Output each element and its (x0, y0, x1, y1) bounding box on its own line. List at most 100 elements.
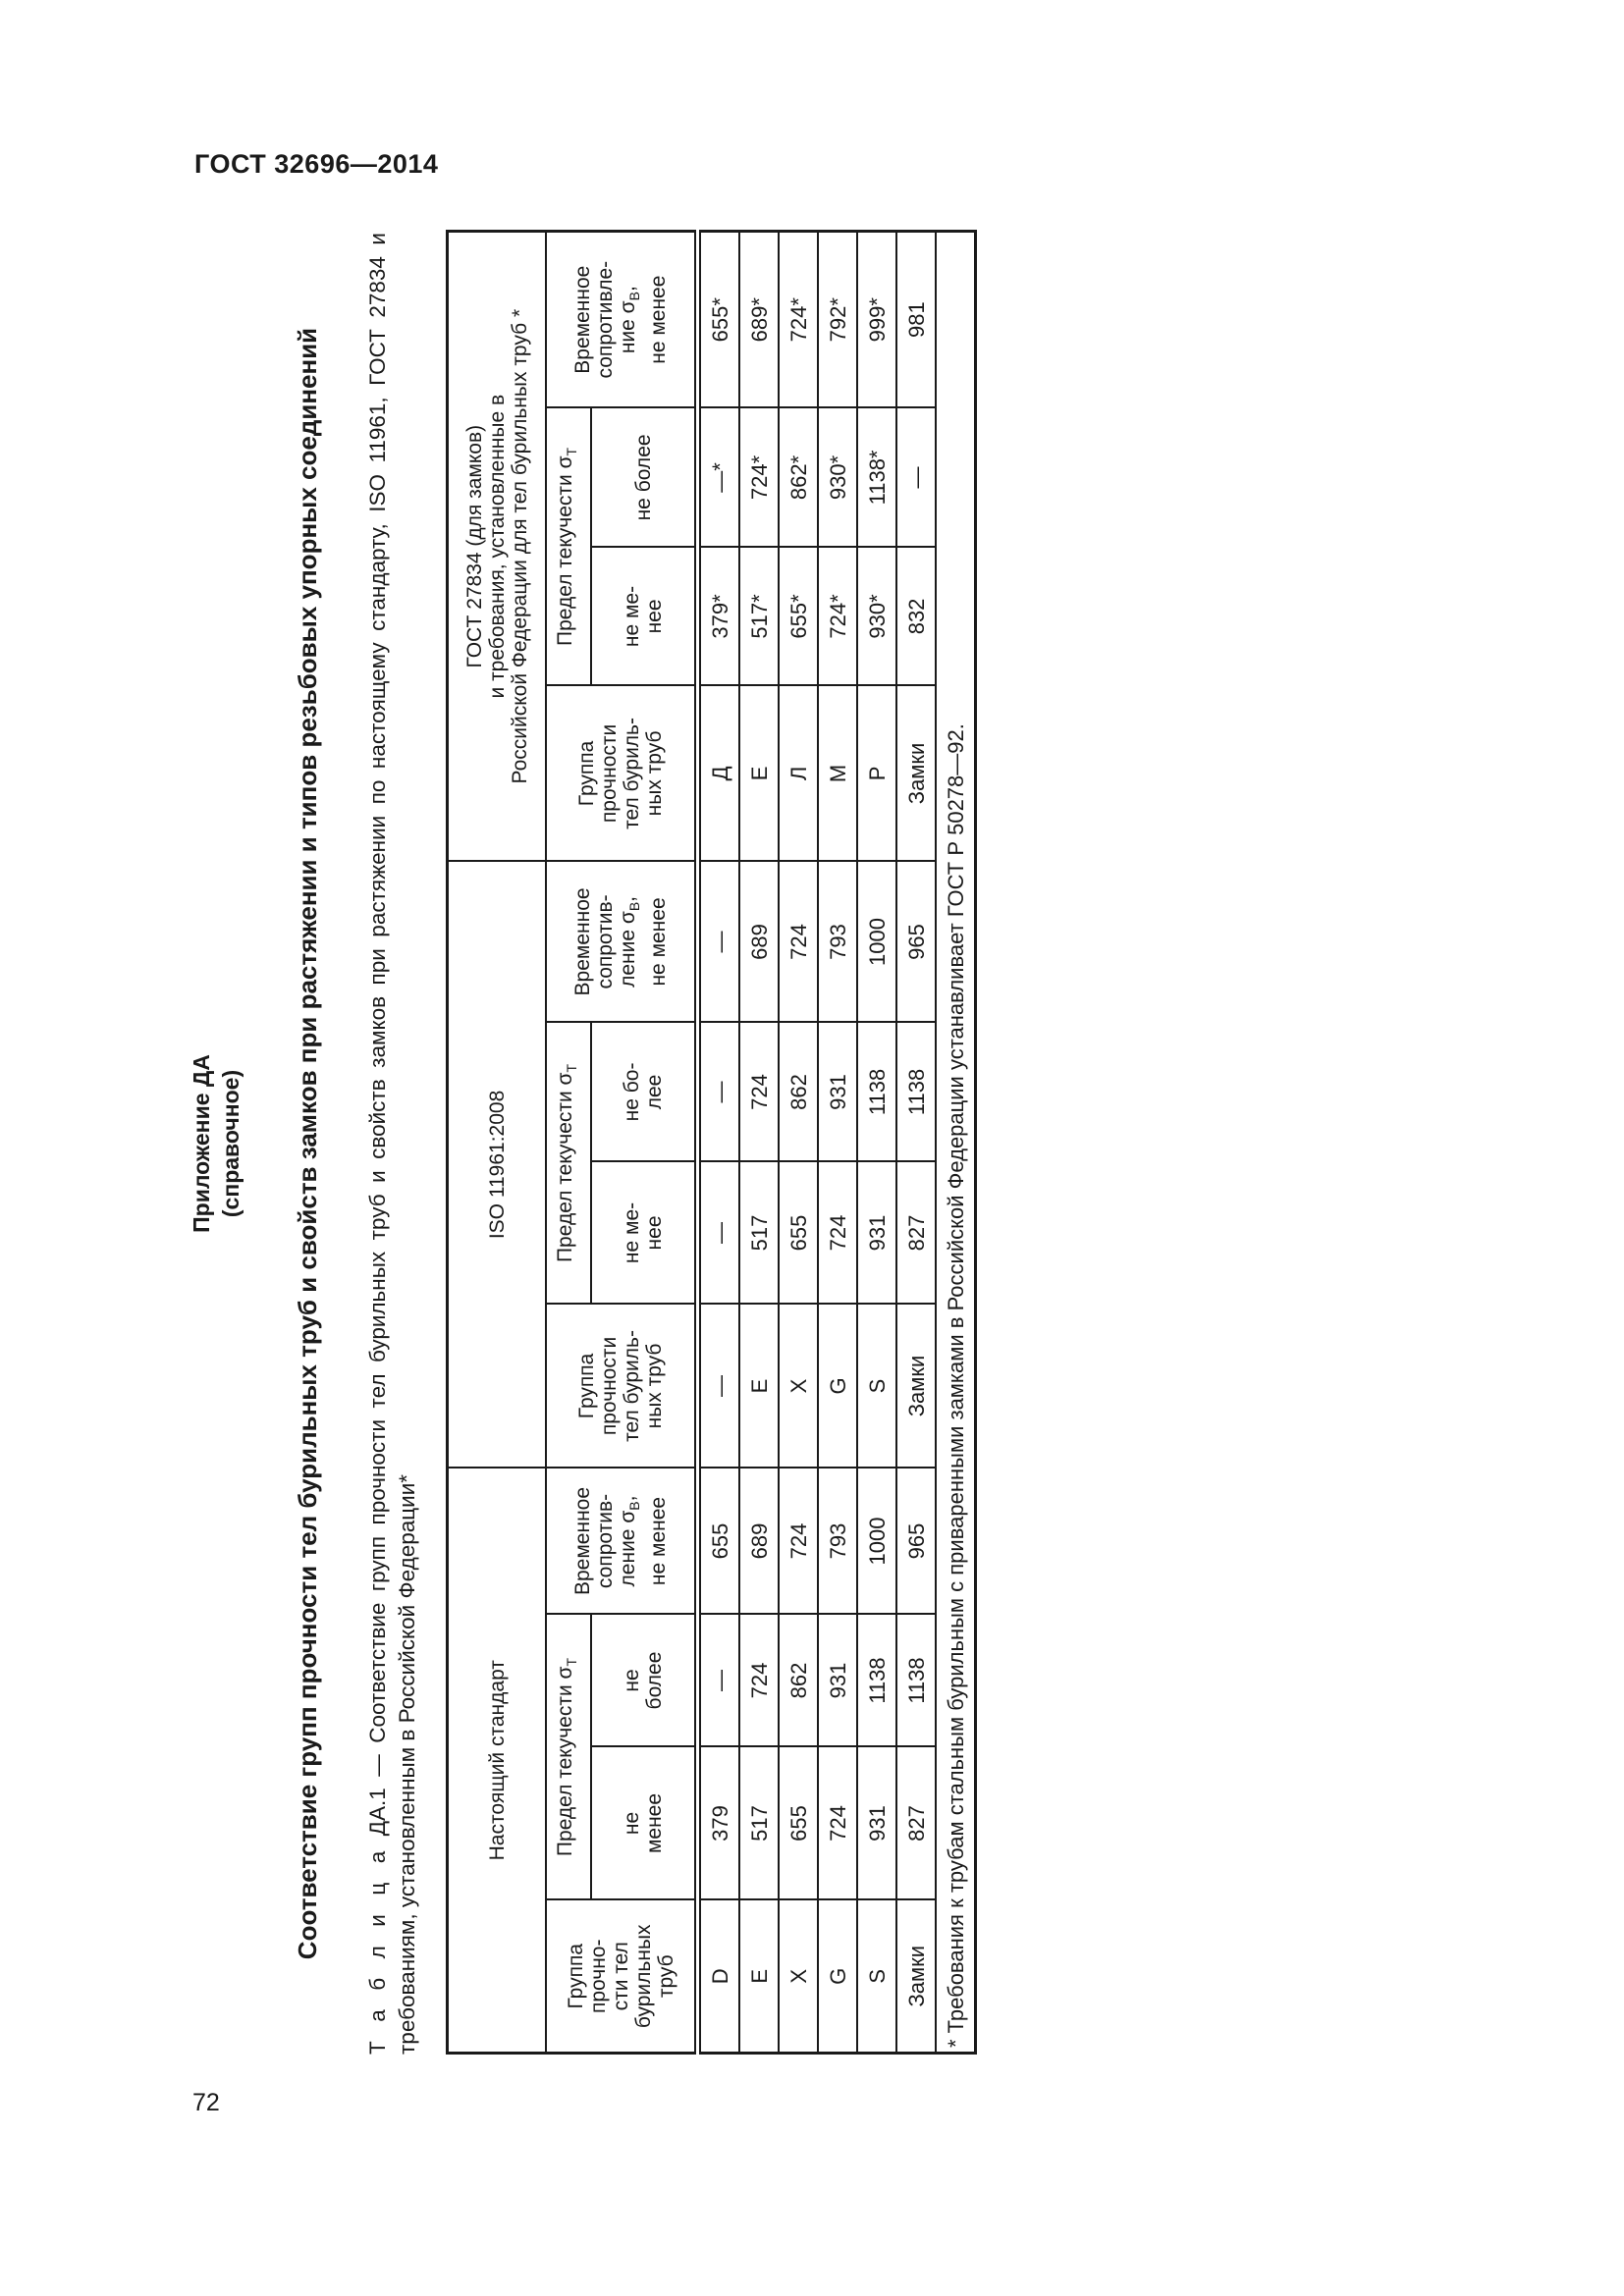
table-cell: 793 (818, 861, 857, 1023)
table-cell: 655 (779, 1746, 818, 1900)
caption-text: ДА.1 — Соответствие групп прочности тел … (365, 233, 390, 1837)
table-cell: Замки (896, 1304, 936, 1468)
table-cell: М (818, 685, 857, 862)
table-cell: 1138 (896, 1022, 936, 1162)
table-row: D 379—655— — — — Д 379* —* 655* (697, 231, 739, 2054)
section-heading: Соответствие групп прочности тел бурильн… (293, 327, 322, 1960)
table-cell: 931 (857, 1746, 896, 1900)
table-cell: 655 (697, 1468, 739, 1615)
table-cell: — (697, 861, 739, 1023)
table-cell: 862 (779, 1022, 818, 1162)
table-cell: —* (697, 407, 739, 548)
table-cell: G (818, 1304, 857, 1468)
table-cell: Р (857, 685, 896, 862)
rotated-content: Приложение ДА (справочное) Соответствие … (187, 229, 1001, 2055)
table-cell: 1138 (857, 1022, 896, 1162)
strength-group-header: Группа прочности тел буриль- ных труб (546, 1304, 698, 1468)
table-cell: D (697, 1899, 739, 2054)
table-cell: S (857, 1304, 896, 1468)
table-cell: 965 (896, 861, 936, 1023)
max-header: не более (591, 407, 698, 548)
table-cell: 655* (779, 547, 818, 686)
table-cell: Д (697, 685, 739, 862)
table-cell: Л (779, 685, 818, 862)
max-header: не бо- лее (591, 1022, 698, 1162)
table-cell: 965 (896, 1468, 936, 1615)
strength-group-header: Группа прочно- сти тел бурильных труб (546, 1899, 698, 2054)
caption-label: Т а б л и ц а (365, 1846, 390, 2055)
caption-line-1: Т а б л и ц а ДА.1 — Соответствие групп … (363, 233, 393, 2055)
table-cell: 517 (739, 1746, 779, 1900)
table-cell: 931 (857, 1161, 896, 1305)
table-cell: 655 (779, 1161, 818, 1305)
table-cell: 930* (818, 407, 857, 548)
table-cell: 724* (779, 231, 818, 408)
table-cell: 792* (818, 231, 857, 408)
table-cell: 724* (739, 407, 779, 548)
table-cell: S (857, 1899, 896, 2054)
table-cell: Е (739, 685, 779, 862)
table-cell: 862 (779, 1614, 818, 1747)
table-cell: 827 (896, 1746, 936, 1900)
min-header: не менее (591, 1746, 698, 1900)
table-cell: 862* (779, 407, 818, 548)
table-cell: — (896, 407, 936, 548)
table-cell: 930* (857, 547, 896, 686)
page-number: 72 (192, 2089, 220, 2116)
table-cell: — (697, 1304, 739, 1468)
table-cell: 724 (818, 1161, 857, 1305)
correspondence-table: Настоящий стандарт ISO 11961:2008 ГОСТ 278… (446, 229, 977, 2055)
table-cell: Замки (896, 1899, 936, 2054)
table-row: S 931 1138 1000 S 931 1138 1000 Р 930* 1138* 999* (857, 231, 896, 2054)
table-cell: X (779, 1304, 818, 1468)
table-cell: 1000 (857, 1468, 896, 1615)
tensile-strength-header: Временное сопротив- ление σВ, не менее (546, 1468, 698, 1615)
table-cell: 724 (739, 1022, 779, 1162)
tensile-strength-header: Временное сопротив- ление σВ, не менее (546, 861, 698, 1023)
table-cell: 724* (818, 547, 857, 686)
table-cell: — (697, 1614, 739, 1747)
strength-group-header: Группа прочности тел буриль- ных труб (546, 685, 698, 862)
yield-strength-header: Предел текучести σТ (546, 407, 591, 686)
section-header: ГОСТ 27834 (для замков) и требования, ус… (447, 231, 546, 862)
table-row: X 655 862 724 X 655 862 724 Л 655* 862* 724* (779, 231, 818, 2054)
table-cell: 379* (697, 547, 739, 686)
table-cell: G (818, 1899, 857, 2054)
caption-line-2: требованиям, установленным в Российской … (395, 1473, 419, 2055)
table-cell: 793 (818, 1468, 857, 1615)
table-row: E 517 724 689 E 517 724 689 Е 517* 724* 689* (739, 231, 779, 2054)
table-footnote: * Требования к трубам стальным бурильным… (936, 231, 976, 2054)
table-cell: 655* (697, 231, 739, 408)
table-cell: 689 (739, 861, 779, 1023)
section-header: ISO 11961:2008 (447, 861, 546, 1468)
table-cell: — (697, 1022, 739, 1162)
table-cell: 931 (818, 1022, 857, 1162)
table-cell: 1138* (857, 407, 896, 548)
table-row: Замки 827 1138 965 Замки 827 1138 965 Замки 832—9… (896, 231, 936, 2054)
table-cell: 1138 (857, 1614, 896, 1747)
table-cell: 517 (739, 1161, 779, 1305)
table-cell: 999* (857, 231, 896, 408)
annex-subtitle: (справочное) (218, 1069, 244, 1218)
table-cell: 1138 (896, 1614, 936, 1747)
table-cell: 981 (896, 231, 936, 408)
min-header: не ме- нее (591, 547, 698, 686)
table-row: G 724 931 793 G 724 931 793 М 724* 930* 792* (818, 231, 857, 2054)
table-cell: E (739, 1304, 779, 1468)
table-cell: 832 (896, 547, 936, 686)
table-cell: 724 (779, 1468, 818, 1615)
table-cell: X (779, 1899, 818, 2054)
table-cell: 724 (779, 861, 818, 1023)
table-cell: 1000 (857, 861, 896, 1023)
table-cell: 724 (818, 1746, 857, 1900)
table-cell: 379 (697, 1746, 739, 1900)
table-caption: Т а б л и ц а ДА.1 — Соответствие групп … (363, 233, 422, 2055)
table-cell: — (697, 1161, 739, 1305)
yield-strength-header: Предел текучести σТ (546, 1614, 591, 1900)
table-cell: 689 (739, 1468, 779, 1615)
max-header: не более (591, 1614, 698, 1747)
tensile-strength-header: Временное сопротивле- ние σВ, не менее (546, 231, 698, 408)
table-cell: 827 (896, 1161, 936, 1305)
document-id: ГОСТ 32696—2014 (194, 149, 439, 179)
annex-title-block: Приложение ДА (справочное) (187, 233, 245, 2055)
